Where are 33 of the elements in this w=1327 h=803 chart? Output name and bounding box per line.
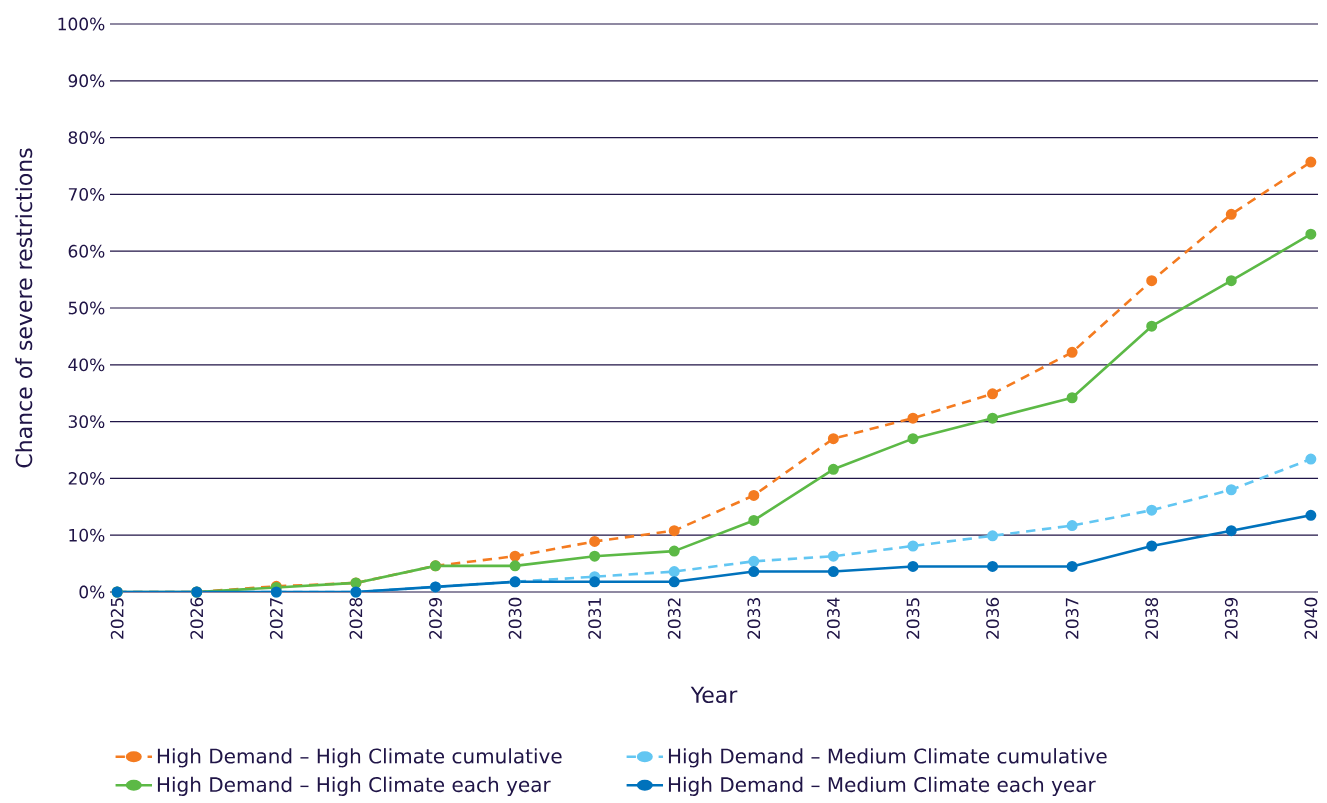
x-tick-label: 2031 [588,598,602,639]
x-tick-label: 2028 [349,597,363,639]
y-tick-label: 10% [69,528,105,542]
legend-label: High Demand – High Climate each year [157,776,551,797]
x-tick-label: 2036 [986,597,999,639]
y-tick-label: 90% [68,74,105,88]
y-tick-label: 100% [58,17,105,31]
x-tick-label: 2037 [1065,598,1079,639]
y-tick-label: 30% [68,415,105,429]
y-tick-label: 50% [68,301,105,315]
x-axis-title: Year [690,686,738,704]
x-tick-label: 2025 [110,598,124,639]
x-tick-label: 2038 [1145,597,1159,639]
legend-label: High Demand – High Climate cumulative [157,748,562,768]
x-tick-label: 2033 [747,598,761,639]
y-tick-label: 0% [79,585,105,599]
y-tick-label: 60% [68,244,105,258]
x-tick-label: 2032 [667,598,681,639]
legend-label: High Demand – Medium Climate cumulative [668,748,1107,768]
y-tick-label: 20% [68,471,105,485]
x-tick-label: 2029 [429,597,442,639]
y-tick-label: 80% [68,131,105,145]
y-tick-label: 40% [68,358,105,372]
x-tick-label: 2034 [826,597,840,639]
x-tick-label: 2030 [508,597,522,639]
y-tick-label: 70% [68,187,105,201]
x-tick-label: 2040 [1304,597,1318,639]
legend-label: High Demand – Medium Climate each year [668,776,1096,797]
y-axis-title: Chance of severe restrictions [15,148,33,468]
x-tick-label: 2027 [269,598,283,639]
x-tick-label: 2035 [906,598,920,639]
x-tick-label: 2039 [1224,597,1238,639]
x-tick-label: 2026 [190,597,204,639]
